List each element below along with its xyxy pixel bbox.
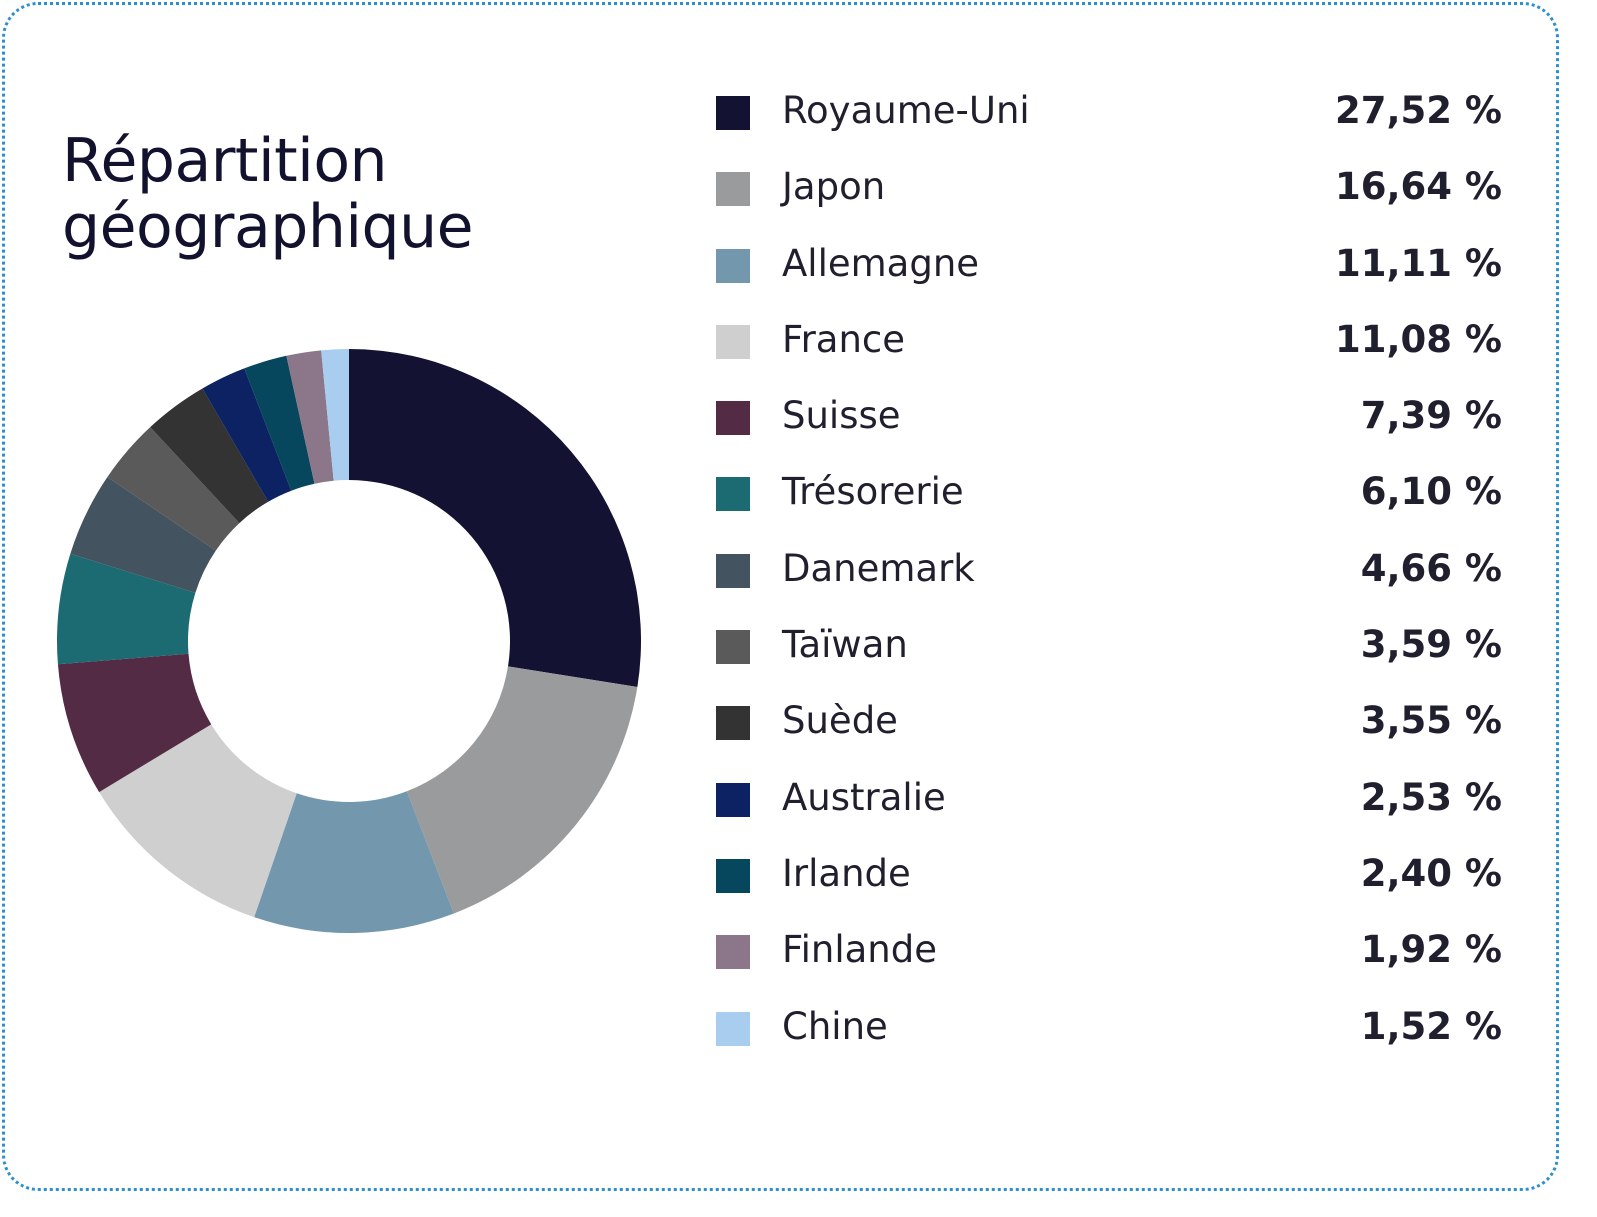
legend-label: Australie: [782, 775, 946, 819]
legend-value: 2,53 %: [1360, 775, 1502, 819]
donut-slice-0: [349, 349, 641, 687]
legend-swatch: [716, 96, 750, 130]
legend-item: Suède 3,55 %: [716, 685, 1502, 761]
legend-value: 7,39 %: [1360, 394, 1502, 438]
legend-item: Danemark 4,66 %: [716, 533, 1502, 609]
legend-swatch: [716, 1011, 750, 1046]
legend-value: 2,40 %: [1360, 851, 1502, 895]
donut-slice-12: [321, 349, 349, 481]
legend-swatch: [716, 630, 750, 665]
donut-slice-11: [286, 350, 334, 484]
legend-label: Taïwan: [782, 623, 908, 667]
donut-slice-7: [107, 427, 240, 551]
legend-item: Australie 2,53 %: [716, 762, 1502, 838]
legend-item: Taïwan 3,59 %: [716, 609, 1502, 685]
chart-title-line-1: Répartition: [62, 126, 388, 196]
legend-value: 6,10 %: [1360, 470, 1502, 514]
legend-item: Royaume-Uni 27,52 %: [716, 75, 1502, 151]
donut-slice-2: [254, 791, 454, 933]
legend-value: 11,08 %: [1335, 317, 1502, 361]
legend-swatch: [716, 553, 750, 588]
legend-value: 1,92 %: [1360, 928, 1502, 972]
chart-title-line-2: géographique: [62, 192, 474, 262]
legend-item: Trésorerie 6,10 %: [716, 456, 1502, 532]
legend-value: 11,11 %: [1335, 241, 1502, 285]
legend-swatch: [716, 172, 750, 207]
legend-item: Irlande 2,40 %: [716, 838, 1502, 914]
legend-value: 3,59 %: [1360, 623, 1502, 667]
legend-item: Suisse 7,39 %: [716, 380, 1502, 456]
donut-slice-6: [70, 476, 216, 593]
legend-label: Suisse: [782, 394, 901, 438]
legend-value: 27,52 %: [1335, 89, 1502, 132]
legend-label: Chine: [782, 1004, 888, 1048]
legend-label: Irlande: [782, 851, 911, 895]
chart-legend: Royaume-Uni 27,52 % Japon 16,64 % Allemagne 1…: [716, 75, 1502, 1067]
legend-label: Allemagne: [782, 241, 980, 285]
donut-slice-10: [244, 355, 315, 491]
legend-label: France: [782, 317, 906, 361]
legend-item: Chine 1,52 %: [716, 991, 1502, 1067]
legend-swatch: [716, 782, 750, 817]
legend-value: 1,52 %: [1360, 1004, 1502, 1048]
legend-label: Japon: [782, 165, 886, 209]
donut-slice-1: [406, 666, 638, 914]
legend-swatch: [716, 248, 750, 283]
legend-swatch: [716, 935, 750, 970]
legend-value: 3,55 %: [1360, 699, 1502, 743]
chart-title: Répartition géographique: [62, 126, 474, 262]
card-frame: [2, 2, 1559, 1191]
donut-slice-5: [57, 553, 196, 665]
legend-label: Trésorerie: [782, 470, 964, 514]
legend-swatch: [716, 477, 750, 512]
legend-value: 4,66 %: [1360, 546, 1502, 590]
legend-item: Finlande 1,92 %: [716, 914, 1502, 990]
donut-slice-3: [99, 724, 297, 918]
legend-label: Royaume-Uni: [782, 89, 1030, 132]
legend-label: Suède: [782, 699, 898, 743]
legend-value: 16,64 %: [1335, 165, 1502, 209]
legend-swatch: [716, 858, 750, 893]
legend-swatch: [716, 706, 750, 741]
legend-label: Finlande: [782, 928, 937, 972]
legend-item: Japon 16,64 %: [716, 151, 1502, 227]
legend-swatch: [716, 324, 750, 359]
legend-label: Danemark: [782, 546, 975, 590]
legend-item: France 11,08 %: [716, 304, 1502, 380]
donut-slice-8: [150, 388, 269, 524]
donut-slice-9: [202, 368, 292, 502]
legend-swatch: [716, 401, 750, 436]
donut-chart: [57, 349, 641, 933]
legend-item: Allemagne 11,11 %: [716, 228, 1502, 304]
donut-slice-4: [57, 653, 212, 793]
